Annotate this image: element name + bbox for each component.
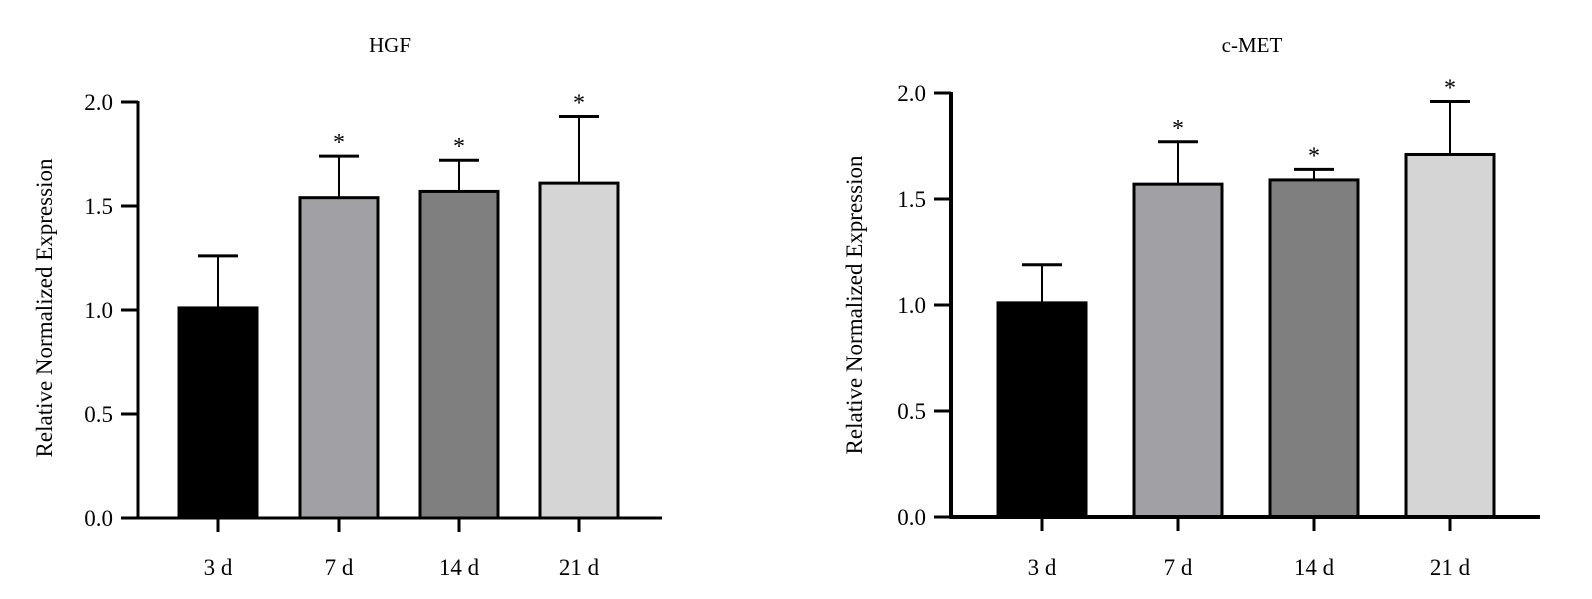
bar-21d	[538, 181, 620, 520]
bar-7d	[1132, 182, 1224, 519]
significance-marker: *	[1444, 75, 1456, 101]
x-tick-label: 14 d	[1294, 555, 1335, 580]
significance-marker: *	[333, 130, 345, 156]
chart-title: c-MET	[1222, 33, 1283, 57]
bar-14d	[418, 189, 500, 520]
chart-title: HGF	[369, 33, 411, 57]
y-axis-label: Relative Normalized Expression	[842, 155, 867, 454]
bar-21d	[1404, 152, 1496, 519]
cmet-chart-panel: c-MET Relative Normalized Expression 3 d…	[842, 33, 1540, 580]
y-tick-label: 0.5	[84, 402, 113, 427]
bar-7d	[298, 196, 380, 520]
bar-3d	[177, 306, 259, 520]
y-tick-label: 1.5	[897, 187, 926, 212]
y-tick-label: 0.0	[84, 506, 113, 531]
x-tick-label: 7 d	[1164, 555, 1193, 580]
y-tick-label: 1.0	[897, 293, 926, 318]
y-tick-label: 2.0	[84, 90, 113, 115]
x-tick-label: 3 d	[204, 555, 233, 580]
y-tick-label: 0.5	[897, 399, 926, 424]
y-tick-label: 1.0	[84, 298, 113, 323]
x-tick-label: 7 d	[325, 555, 354, 580]
significance-marker: *	[573, 91, 585, 117]
y-axis-label: Relative Normalized Expression	[32, 158, 57, 457]
x-tick-label: 21 d	[1430, 555, 1471, 580]
x-tick-label: 14 d	[439, 555, 480, 580]
significance-marker: *	[1308, 143, 1320, 169]
y-tick-label: 2.0	[897, 81, 926, 106]
significance-marker: *	[1172, 116, 1184, 142]
x-tick-label: 3 d	[1028, 555, 1057, 580]
y-tick-label: 0.0	[897, 505, 926, 530]
significance-marker: *	[453, 134, 465, 160]
x-tick-label: 21 d	[559, 555, 600, 580]
y-tick-label: 1.5	[84, 194, 113, 219]
bar-3d	[996, 301, 1088, 519]
bar-14d	[1268, 178, 1360, 519]
hgf-chart-panel: HGF Relative Normalized Expression 3 d * 7…	[32, 33, 662, 580]
